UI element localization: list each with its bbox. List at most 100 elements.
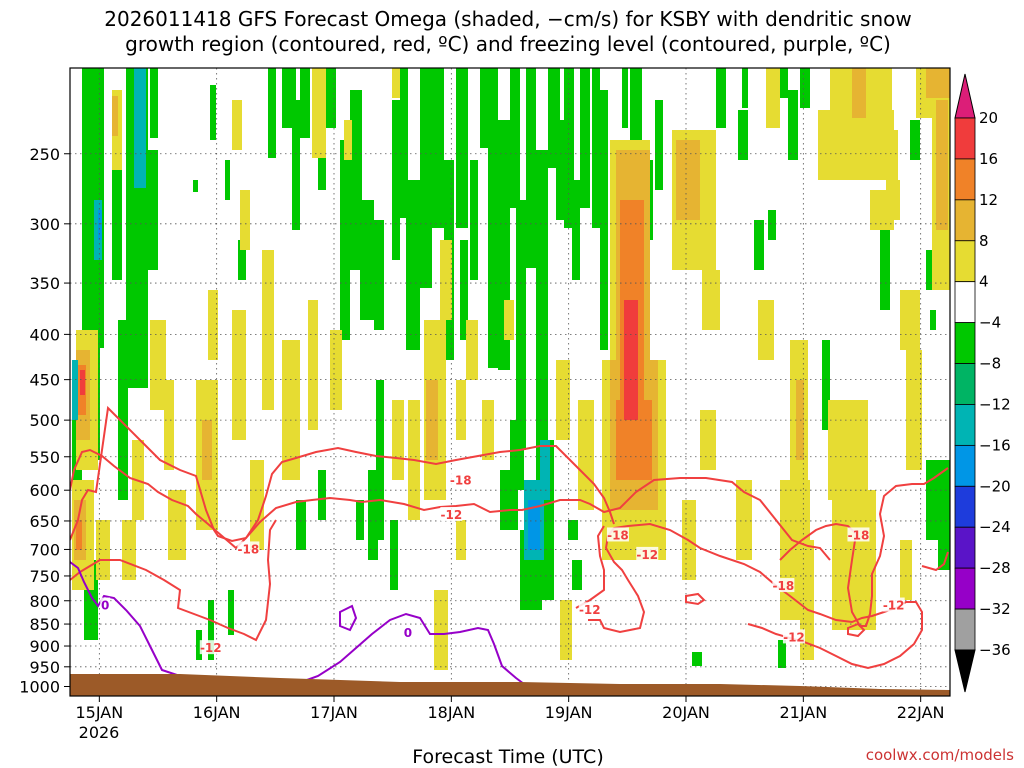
y-tick-label: 450 — [29, 371, 60, 390]
colorbar-tick-label: −4 — [979, 314, 1001, 332]
contour-zero-loop — [339, 604, 358, 632]
colorbar-segment — [954, 158, 976, 201]
contour-label: -18 — [607, 528, 629, 542]
x-tick-label: 19JAN — [545, 703, 593, 722]
contour-minus12-right — [588, 522, 923, 670]
x-tick-label: 21JAN — [779, 703, 827, 722]
colorbar-tick-label: 8 — [979, 232, 989, 250]
contour-zero-right — [295, 612, 525, 685]
chart-title-line-1: 2026011418 GFS Forecast Omega (shaded, −… — [104, 7, 912, 31]
colorbar-segment — [954, 444, 976, 487]
contour-minus18-loop — [847, 622, 866, 638]
contour-label-bg — [606, 527, 629, 542]
contour-label: 0 — [404, 626, 412, 640]
x-axis-title: Forecast Time (UTC) — [412, 746, 603, 768]
colorbar-segment — [954, 526, 976, 569]
contour-label-bg — [847, 527, 870, 542]
y-tick-label: 900 — [29, 637, 60, 656]
y-tick-label: 700 — [29, 540, 60, 559]
y-tick-label: 550 — [29, 448, 60, 467]
colorbar-tick-label: −16 — [979, 436, 1011, 454]
contour-label-bg — [449, 472, 472, 487]
colorbar-tick-label: −36 — [979, 641, 1011, 659]
x-axis: 15JAN 16JAN 17JAN 18JAN 19JAN 20JAN 21JAN 22JAN — [75, 696, 945, 722]
chart-title-line-2: growth region (contoured, red, ºC) and f… — [125, 32, 891, 56]
colorbar-top-arrow — [954, 73, 976, 119]
colorbar-tick-label: −32 — [979, 600, 1011, 618]
contour-label: 0 — [101, 599, 109, 613]
grid-lines — [70, 68, 950, 696]
colorbar-segment — [954, 363, 976, 405]
y-tick-label: 1000 — [19, 678, 60, 697]
x-tick-label: 15JAN — [75, 703, 123, 722]
colorbar-tick-label: 16 — [979, 150, 998, 168]
contour-label-bg — [402, 624, 413, 639]
y-axis: 250 300 350 400 450 500 550 600 650 700 750 800 850 9… — [19, 145, 70, 697]
contour-zero-left — [70, 561, 200, 677]
colorbar-segment — [954, 485, 976, 528]
contour-label: -12 — [883, 599, 905, 613]
contour-labels: -18 -18 -18 -18 -18 -12 -12 -12 -12 -12 -12 0 0 — [100, 472, 905, 655]
y-tick-label: 750 — [29, 567, 60, 586]
colorbar-tick-label: −24 — [979, 518, 1011, 536]
colorbar-segment — [954, 322, 976, 364]
colorbar-tick-label: −20 — [979, 477, 1011, 495]
x-axis-year-label: 2026 — [79, 723, 120, 742]
x-tick-label: 18JAN — [427, 703, 475, 722]
plot-frame — [69, 67, 951, 697]
contour-label-bg — [578, 602, 601, 617]
contour-label-bg — [237, 541, 260, 556]
colorbar-segment — [954, 608, 976, 651]
contour-label: -12 — [579, 603, 601, 617]
colorbar-segment — [954, 199, 976, 242]
contour-label-bg — [440, 507, 463, 522]
colorbar-tick-label: 12 — [979, 191, 998, 209]
colorbar-tick-label: −12 — [979, 395, 1011, 413]
contour-label: -12 — [783, 630, 805, 644]
contour-label-bg — [199, 640, 222, 655]
contour-label-bg — [772, 578, 795, 593]
y-tick-label: 500 — [29, 411, 60, 430]
colorbar: 20 16 12 8 4 −4 −8 −12 −16 −20 −24 −28 −32 −36 — [954, 73, 1011, 693]
contour-label: -18 — [848, 528, 870, 542]
colorbar-segment — [954, 281, 976, 324]
contour-minus12-lower-left — [70, 519, 277, 642]
terrain-ground — [70, 674, 950, 696]
contour-label: -18 — [450, 473, 472, 487]
colorbar-tick-label: −28 — [979, 559, 1011, 577]
contour-label-bg — [882, 597, 905, 612]
contour-label-bg — [100, 597, 111, 612]
y-tick-label: 850 — [29, 615, 60, 634]
contour-label: -18 — [773, 579, 795, 593]
contour-minus18-right — [779, 467, 949, 627]
dendritic-contours — [70, 405, 949, 670]
y-tick-label: 800 — [29, 592, 60, 611]
contour-minus18-far-right — [921, 551, 949, 572]
colorbar-segment — [954, 567, 976, 610]
colorbar-segment — [954, 117, 976, 160]
y-tick-label: 600 — [29, 481, 60, 500]
y-tick-label: 250 — [29, 145, 60, 164]
y-tick-label: 950 — [29, 658, 60, 677]
contour-label: -12 — [200, 641, 222, 655]
freezing-level-contours — [70, 561, 525, 685]
omega-shading — [72, 68, 950, 670]
omega-blue-regions — [98, 210, 540, 550]
colorbar-bottom-arrow — [954, 649, 976, 693]
colorbar-tick-label: 4 — [979, 273, 989, 291]
colorbar-tick-label: 20 — [979, 109, 998, 127]
y-tick-label: 400 — [29, 325, 60, 344]
contour-label-bg — [782, 629, 805, 644]
x-tick-label: 20JAN — [662, 703, 710, 722]
contour-label: -12 — [440, 508, 462, 522]
contour-minus12-loop — [685, 592, 706, 606]
y-tick-label: 650 — [29, 512, 60, 531]
x-tick-label: 22JAN — [897, 703, 945, 722]
omega-red-regions — [80, 300, 638, 420]
contour-label: -18 — [238, 542, 260, 556]
contour-minus12-left — [70, 405, 831, 561]
y-tick-label: 300 — [29, 215, 60, 234]
x-tick-label: 16JAN — [193, 703, 241, 722]
colorbar-tick-label: −8 — [979, 355, 1001, 373]
